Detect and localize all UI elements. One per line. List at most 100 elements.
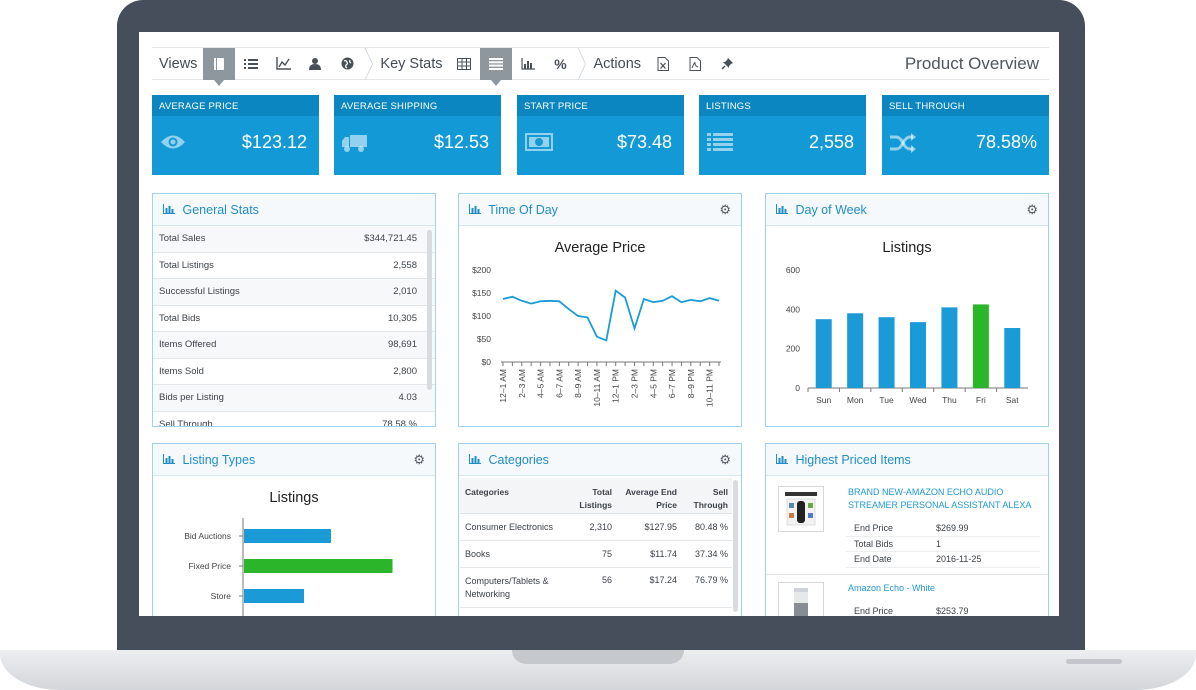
table-row: Total Sales $344,721.45: [153, 226, 435, 253]
table-row: Computers/Tablets & Networking 56 $17.24…: [460, 568, 732, 608]
bar: [941, 307, 958, 388]
detail-value: 1: [936, 538, 942, 549]
panel-header: General Stats: [153, 194, 435, 226]
bar-chart-icon: [776, 454, 788, 467]
column-header-end-price[interactable]: Average End Price: [625, 487, 677, 510]
category-end-price: $11.74: [650, 549, 677, 559]
category-listings: 56: [601, 575, 612, 585]
table-row: Successful Listings 2,010: [153, 279, 435, 306]
bar: [244, 529, 331, 543]
table-row: Consumer Electronics 2,310 $127.95 80.48…: [460, 514, 732, 541]
laptop-foot: [1066, 659, 1122, 664]
toolbar: Views Key Stats % Actions: [152, 47, 1049, 86]
column-header-sell-through[interactable]: Sell Through: [693, 487, 728, 510]
category-sell-through: 80.48 %: [694, 522, 728, 532]
y-tick-label: Store: [211, 591, 232, 601]
table-header: Categories Total Listings Average End Pr…: [460, 478, 732, 514]
excel-export-icon[interactable]: [647, 48, 679, 80]
bar-chart-icon[interactable]: [512, 48, 544, 80]
panel-title: Highest Priced Items: [795, 453, 911, 467]
column-header-listings[interactable]: Total Listings: [579, 487, 612, 510]
gear-icon[interactable]: ⚙: [719, 452, 731, 467]
stat-value: 78.58 %: [382, 418, 417, 427]
stat-value: 2,558: [393, 259, 417, 271]
table-icon[interactable]: [448, 48, 480, 80]
stat-label: Bids per Listing: [159, 392, 224, 404]
y-tick-label: 600: [786, 265, 800, 275]
category-sell-through: 37.34 %: [694, 549, 728, 559]
detail-value: $253.79: [936, 606, 969, 616]
percent-icon[interactable]: %: [554, 55, 567, 72]
detail-row: Total Bids 1: [846, 537, 1040, 552]
stat-label: Sell Through: [159, 418, 213, 427]
category-name: Computers/Tablets & Networking: [465, 575, 549, 599]
y-tick-label: $0: [482, 357, 492, 367]
scrollbar[interactable]: [733, 480, 738, 612]
user-icon[interactable]: [299, 48, 331, 80]
x-tick-label: 10–11 PM: [705, 369, 715, 407]
scrollbar[interactable]: [427, 230, 432, 390]
globe-icon[interactable]: [331, 48, 363, 80]
book-view-icon[interactable]: [203, 47, 236, 86]
laptop-notch: [512, 650, 684, 664]
panel-title: Categories: [488, 453, 549, 467]
table-row: Items Sold 2,800: [153, 359, 435, 385]
line-chart-icon[interactable]: [267, 48, 299, 80]
panel-title: General Stats: [182, 203, 259, 217]
product-thumbnail[interactable]: [778, 582, 824, 616]
chart-title: Average Price: [554, 240, 646, 256]
bar: [847, 313, 864, 388]
x-tick-label: Mon: [847, 395, 864, 405]
kpi-value: $123.12: [241, 132, 307, 152]
eye-icon: [160, 133, 186, 157]
kpi-sell-through[interactable]: SELL THROUGH 78.58%: [882, 95, 1049, 175]
stat-value: 2,800: [393, 365, 417, 377]
kpi-listings[interactable]: LISTINGS 2,558: [699, 95, 866, 175]
list-view-icon[interactable]: [235, 48, 267, 80]
highest-priced-panel: Highest Priced Items BRAND NEW-AMAZON EC…: [765, 443, 1049, 616]
stats-list-icon[interactable]: [480, 47, 513, 86]
x-tick-label: 8–9 PM: [686, 369, 696, 398]
gear-icon[interactable]: ⚙: [413, 452, 425, 467]
key-stats-label: Key Stats: [380, 55, 443, 72]
gear-icon[interactable]: ⚙: [1026, 202, 1038, 217]
gear-icon[interactable]: ⚙: [719, 202, 731, 217]
x-tick-label: 4–5 AM: [536, 369, 546, 398]
bar: [815, 319, 832, 388]
detail-value: $269.99: [936, 523, 969, 534]
time-of-day-panel: Time Of Day ⚙ Average Price $200 $150 $100…: [458, 193, 742, 427]
bar-chart-icon: [163, 454, 175, 467]
bar: [910, 322, 926, 388]
chart-title: Listings: [882, 240, 932, 256]
list-item: BRAND NEW-AMAZON ECHO AUDIO STREAMER PER…: [778, 486, 1040, 574]
pin-icon[interactable]: [711, 48, 743, 80]
column-header-category[interactable]: Categories: [465, 487, 509, 497]
kpi-average-shipping[interactable]: AVERAGE SHIPPING $12.53: [334, 95, 501, 175]
day-of-week-panel: Day of Week ⚙ Listings 600 400 200 0 Sun Mon T…: [765, 193, 1049, 427]
series-line: [502, 289, 720, 342]
product-link[interactable]: Amazon Echo - White: [848, 583, 936, 593]
product-thumbnail[interactable]: [778, 486, 824, 532]
detail-row: End Date 2016-11-25: [846, 552, 1040, 568]
detail-label: Total Bids: [854, 538, 894, 549]
detail-value: 2016-11-25: [936, 554, 982, 565]
stat-value: 98,691: [387, 339, 417, 351]
line-chart: $200 $150 $100 $50 $0 12–1 AM 2–3 AM 4–5 AM 6–7 …: [472, 265, 721, 407]
y-tick-label: Fixed Price: [188, 561, 231, 571]
kpi-label: AVERAGE SHIPPING: [334, 95, 501, 116]
product-link[interactable]: BRAND NEW-AMAZON ECHO AUDIO STREAMER PER…: [848, 487, 1032, 510]
horizontal-bar-chart: Bid Auctions Fixed Price Store: [184, 518, 393, 616]
kpi-value: 2,558: [808, 132, 854, 152]
detail-row: End Price $253.79: [846, 604, 1040, 616]
y-tick-label: $150: [472, 288, 491, 298]
category-end-price: $127.95: [644, 522, 677, 532]
dashboard-screen: Views Key Stats % Actions: [139, 32, 1059, 616]
kpi-start-price[interactable]: START PRICE $73.48: [517, 95, 684, 175]
category-sell-through: 76.79 %: [694, 575, 728, 585]
kpi-average-price[interactable]: AVERAGE PRICE $123.12: [152, 95, 319, 175]
panel-header: Categories ⚙: [459, 444, 741, 476]
x-tick-label: 2–3 PM: [629, 369, 639, 398]
y-tick-label: Bid Auctions: [184, 531, 231, 541]
pdf-export-icon[interactable]: [679, 48, 711, 80]
table-row: Books 75 $11.74 37.34 %: [460, 541, 732, 568]
